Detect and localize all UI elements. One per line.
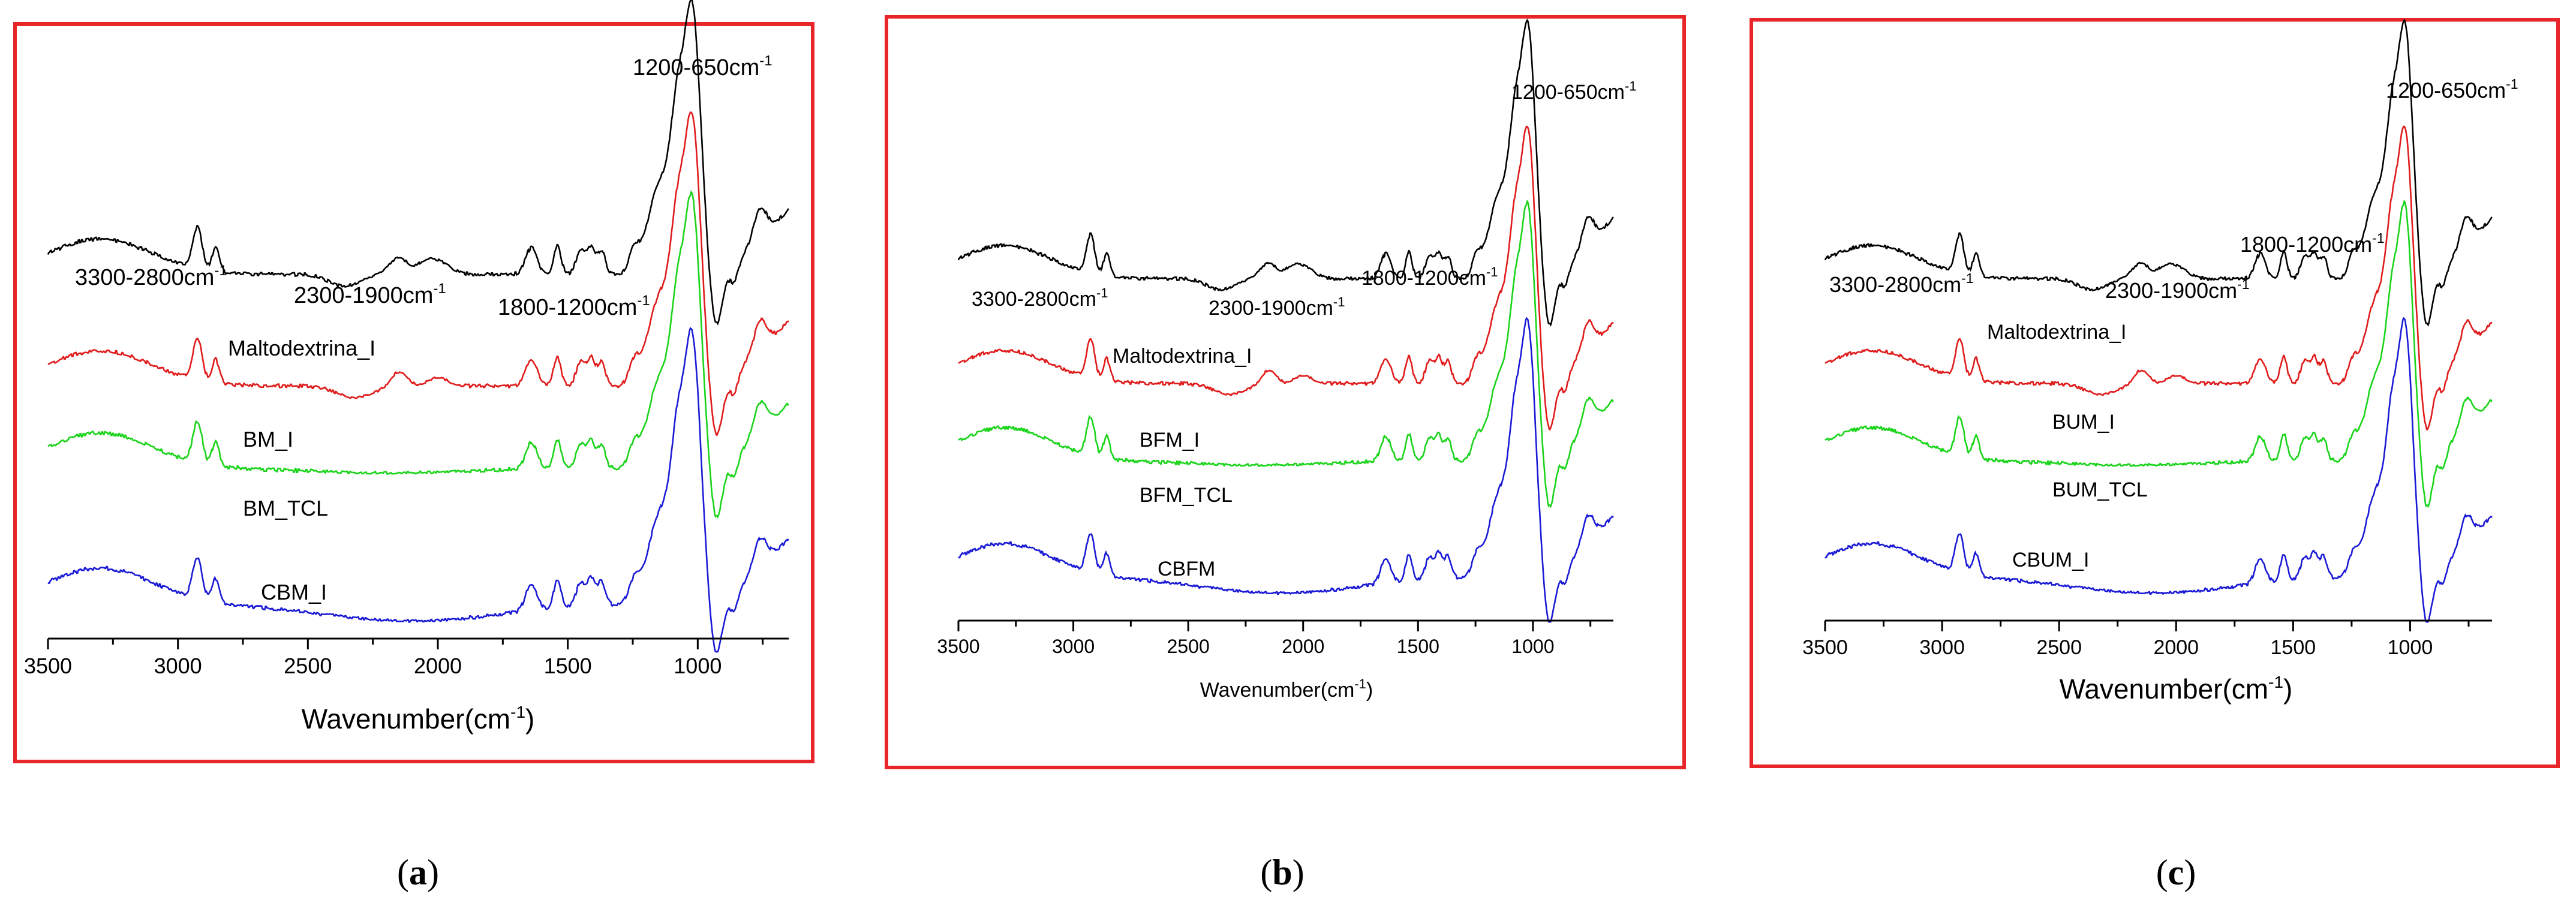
panel-b-ticks: 3500 3000 2500 2000 1500 1000 [937, 621, 1592, 657]
panel-a: 3500 3000 2500 2000 1500 1000 3300-2800cm-1 2… [13, 0, 814, 892]
x-tick-label: 2000 [2153, 636, 2199, 659]
panel-c-annotation-1: 3300-2800cm-1 [1829, 270, 1974, 297]
panel-b-series-label-2: BFM_I [1140, 429, 1200, 452]
series-line-maltodextrina-i [1824, 19, 2493, 327]
series-line-cbfm [958, 317, 1614, 623]
panel-c-series-label-1: Maltodextrina_I [1987, 321, 2126, 344]
panel-a-curves [47, 0, 789, 653]
panel-a-annotation-1: 3300-2800cm-1 [75, 263, 227, 290]
panel-c-series-label-4: CBUM_I [2012, 549, 2089, 571]
x-tick-label: 1000 [2388, 636, 2433, 659]
panel-c-x-axis-label: Wavenumber(cm-1) [2060, 673, 2293, 705]
series-line-bum-tcl [1824, 199, 2493, 508]
panel-c-frame [1750, 18, 2560, 768]
panel-b-annotation-4: 1200-650cm-1 [1511, 79, 1637, 104]
panel-b-curves [957, 19, 1614, 623]
x-tick-label: 3500 [1802, 636, 1848, 659]
panel-b-annotation-3: 1800-1200cm-1 [1361, 264, 1498, 290]
panel-a-frame [13, 22, 814, 763]
x-tick-label: 1000 [1511, 636, 1554, 657]
panel-b-annotation-2: 2300-1900cm-1 [1209, 294, 1345, 320]
panel-b-series-label-3: BFM_TCL [1140, 484, 1233, 507]
panel-a-annotation-4: 1200-650cm-1 [633, 53, 773, 80]
panel-a-series-label-3: BM_TCL [243, 496, 328, 520]
panel-b-x-axis-label: Wavenumber(cm-1) [1200, 676, 1373, 702]
panel-c-annotation-3: 1800-1200cm-1 [2240, 230, 2385, 257]
series-line-bfm-i [958, 125, 1614, 431]
panel-a-series-label-4: CBM_I [261, 580, 327, 604]
series-line-bum-i [1824, 125, 2493, 431]
panel-b-caption: (b) [1260, 853, 1304, 892]
series-line-bm-i [47, 111, 789, 437]
x-tick-label: 1500 [2271, 636, 2316, 659]
x-tick-label: 3500 [937, 636, 979, 657]
panel-c-series-label-2: BUM_I [2052, 411, 2115, 434]
x-tick-label: 1500 [1397, 636, 1439, 657]
x-tick-label: 3000 [1919, 636, 1965, 659]
x-tick-label: 2000 [1282, 636, 1324, 657]
panel-a-annotation-2: 2300-1900cm-1 [294, 281, 446, 308]
panel-b-series-label-4: CBFM [1158, 558, 1215, 580]
series-line-maltodextrina-i [957, 19, 1614, 327]
panel-c-series-label-3: BUM_TCL [2052, 478, 2148, 501]
panel-b-series-label-1: Maltodextrina_I [1113, 345, 1252, 368]
panel-a-x-axis-label: Wavenumber(cm-1) [302, 703, 535, 735]
panel-c-annotation-4: 1200-650cm-1 [2386, 76, 2518, 103]
panel-b-annotation-1: 3300-2800cm-1 [972, 285, 1108, 311]
x-tick-label: 2000 [414, 654, 462, 678]
x-tick-label: 2500 [2036, 636, 2082, 659]
x-tick-label: 1000 [674, 654, 722, 678]
series-line-bm-tcl [47, 190, 789, 519]
x-tick-label: 3000 [154, 654, 202, 678]
panel-a-series-label-1: Maltodextrina_I [228, 336, 375, 360]
series-line-bfm-tcl [958, 199, 1614, 508]
panel-c: 3500 3000 2500 2000 1500 1000 3300-2800cm-1 2… [1750, 18, 2560, 892]
panel-a-ticks: 3500 3000 2500 2000 1500 1000 [24, 639, 764, 678]
x-tick-label: 2500 [1167, 636, 1210, 657]
x-tick-label: 3500 [24, 654, 72, 678]
panel-c-curves [1824, 19, 2493, 623]
x-tick-label: 3000 [1052, 636, 1095, 657]
panel-c-ticks: 3500 3000 2500 2000 1500 1000 [1802, 621, 2470, 659]
series-line-cbm-i [47, 327, 789, 653]
panel-b-frame [885, 15, 1686, 769]
panel-c-annotation-2: 2300-1900cm-1 [2105, 276, 2250, 303]
panel-a-annotation-3: 1800-1200cm-1 [498, 293, 650, 320]
panel-a-series-label-2: BM_I [243, 427, 293, 452]
series-line-maltodextrina-i [47, 0, 789, 326]
panel-c-caption: (c) [2156, 853, 2196, 892]
panel-b: 3500 3000 2500 2000 1500 1000 3300-2800cm-1 2… [885, 15, 1686, 892]
x-tick-label: 2500 [284, 654, 332, 678]
series-line-cbum-i [1824, 317, 2493, 623]
panel-a-caption: (a) [397, 853, 439, 892]
x-tick-label: 1500 [544, 654, 592, 678]
